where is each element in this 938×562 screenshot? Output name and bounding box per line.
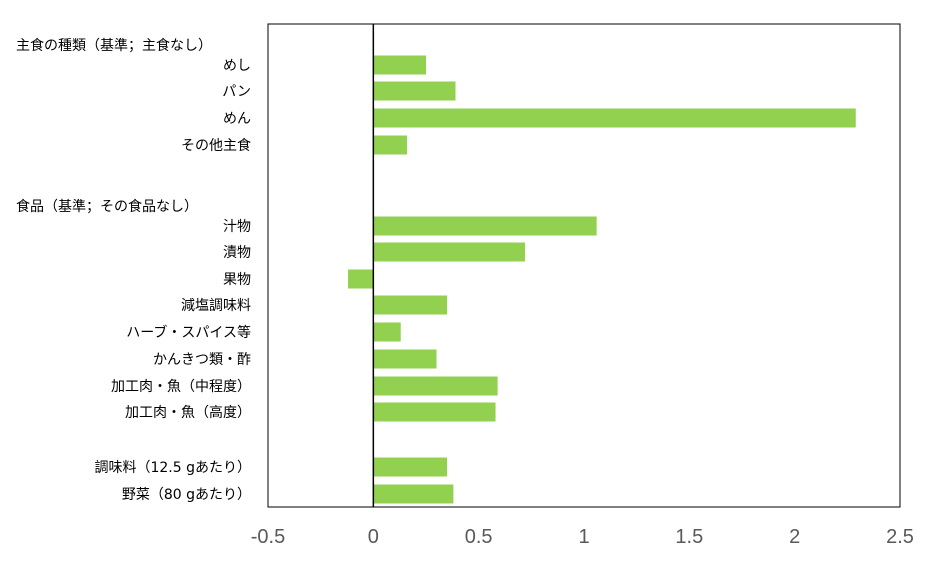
bar bbox=[373, 457, 448, 477]
x-tick-label: 1.5 bbox=[675, 526, 703, 548]
category-label: かんきつ類・酢 bbox=[153, 352, 251, 368]
category-label: 果物 bbox=[223, 272, 251, 288]
bar bbox=[373, 484, 454, 504]
bar bbox=[373, 108, 856, 128]
bar bbox=[373, 376, 498, 396]
bar bbox=[373, 81, 456, 101]
bar bbox=[373, 322, 401, 342]
bar bbox=[373, 55, 426, 75]
bar bbox=[373, 242, 526, 262]
category-label: 野菜（80 gあたり） bbox=[122, 487, 251, 503]
bar bbox=[373, 402, 496, 422]
x-tick-label: 2.5 bbox=[886, 526, 914, 548]
category-label: 減塩調味料 bbox=[181, 297, 251, 314]
x-tick-label: -0.5 bbox=[251, 526, 285, 548]
x-tick-label: 1 bbox=[578, 526, 589, 548]
x-tick-label: 2 bbox=[789, 526, 800, 548]
plot-area-frame bbox=[267, 23, 901, 508]
category-label: 汁物 bbox=[223, 219, 251, 235]
category-label: その他主食 bbox=[181, 137, 251, 154]
bars bbox=[348, 55, 856, 504]
bar bbox=[373, 135, 408, 155]
bar bbox=[373, 216, 597, 236]
bar bbox=[373, 349, 437, 369]
category-label: 加工肉・魚（中程度） bbox=[111, 379, 251, 395]
x-tick-labels: -0.5 0 0.5 1 1.5 2 2.5 bbox=[251, 526, 914, 548]
category-label: ハーブ・スパイス等 bbox=[126, 324, 251, 341]
category-label: めん bbox=[223, 111, 251, 127]
x-tick-label: 0 bbox=[368, 526, 379, 548]
category-label: 調味料（12.5 gあたり） bbox=[94, 460, 251, 476]
group-header-label: 食品（基準；その食品なし） bbox=[16, 198, 198, 215]
category-label: めし bbox=[223, 58, 251, 74]
x-tick-label: 0.5 bbox=[465, 526, 493, 548]
bar bbox=[373, 295, 448, 315]
category-label: パン bbox=[222, 84, 251, 100]
group-header-label: 主食の種類（基準；主食なし） bbox=[16, 37, 212, 54]
category-label: 漬物 bbox=[223, 245, 251, 261]
bar bbox=[348, 269, 374, 289]
category-label: 加工肉・魚（高度） bbox=[125, 404, 251, 421]
